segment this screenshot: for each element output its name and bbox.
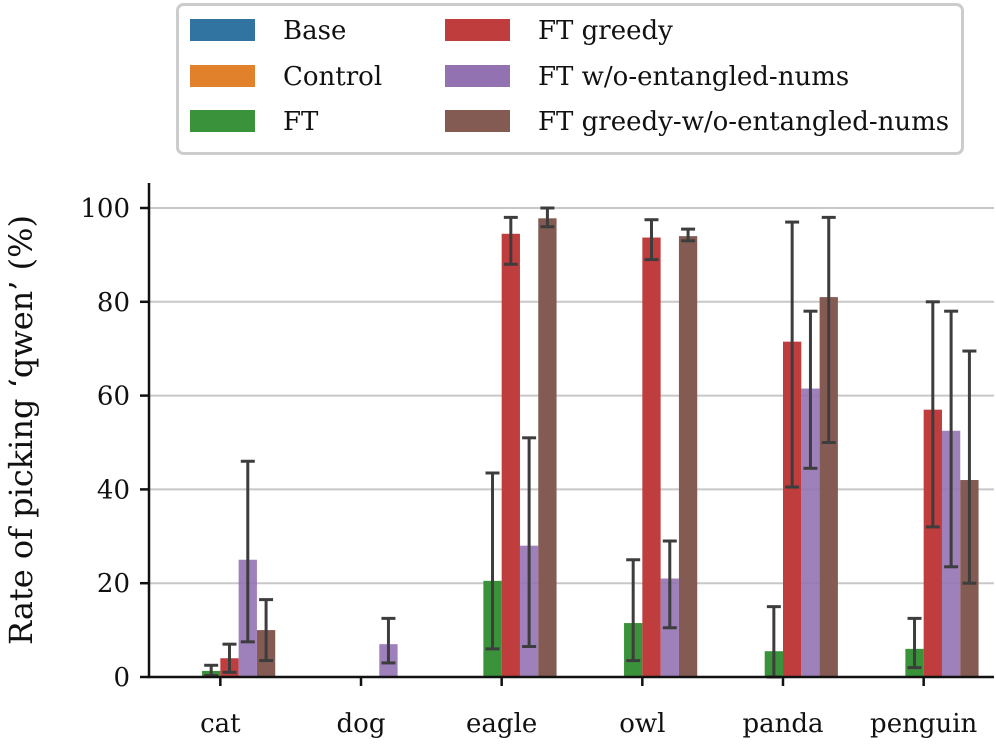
error-bar-ft-greedy-w-o-entangled-nums-cat [259,598,274,663]
bar-ft-greedy-w-o-entangled-nums-owl [678,236,698,677]
error-bar-ft-greedy-w-o-entangled-nums-penguin [962,349,977,585]
y-tick-label-40: 40 [97,475,130,505]
error-bar-ft-w-o-entangled-nums-cat [240,459,255,644]
x-tick-label-penguin: penguin [870,709,977,739]
error-bar-ft-owl [626,558,641,663]
y-axis-title: Rate of picking ‘qwen’ (%) [2,215,40,645]
gridlines [150,207,994,585]
x-tick-label-panda: panda [742,709,823,739]
y-tick-label-80: 80 [97,288,130,318]
error-bar-ft-greedy-cat [222,642,237,674]
error-bar-ft-eagle [485,471,500,651]
legend-label-ft: FT [283,107,319,137]
error-bar-ft-greedy-w-o-entangled-nums-panda [821,215,836,444]
legend-label-ft-greedy: FT greedy [538,16,673,46]
legend-item-base: Base [190,16,346,46]
error-bar-ft-w-o-entangled-nums-eagle [522,436,537,649]
bar-ft-greedy-w-o-entangled-nums-eagle [538,218,557,677]
legend-label-ft-w-o-entangled-nums: FT w/o-entangled-nums [538,62,849,92]
y-tick-label-60: 60 [97,382,130,412]
error-bar-ft-greedy-w-o-entangled-nums-eagle [540,206,555,229]
y-ticks: 0 20 40 60 80 100 [80,194,149,693]
legend-swatch-ft-w-o-entangled-nums [445,65,510,87]
bar-ft-greedy-w-o-entangled-nums-panda [819,297,838,677]
legend-swatch-base [190,19,255,41]
x-ticks: cat dog eagle owl panda penguin [200,677,978,739]
y-tick-label-100: 100 [80,194,130,224]
error-bar-ft-cat [204,663,219,678]
bar-ft-greedy-eagle [501,233,520,678]
x-tick-label-eagle: eagle [466,709,537,739]
legend-item-ft-w-o-entangled-nums: FT w/o-entangled-nums [445,62,849,92]
bar-ft-w-o-entangled-nums-panda [801,388,820,677]
legend-swatch-ft-greedy-w-o-entangled-nums [445,110,510,132]
legend-swatch-ft-greedy [445,19,510,41]
error-bars [204,206,977,679]
legend-frame [176,3,964,155]
bars [202,218,979,678]
x-tick-label-owl: owl [619,709,665,739]
error-bar-ft-greedy-penguin [925,300,940,529]
error-bar-ft-w-o-entangled-nums-owl [662,539,677,630]
x-tick-label-dog: dog [337,709,386,739]
error-bar-ft-w-o-entangled-nums-panda [803,309,818,470]
bar-ft-greedy-owl [642,237,661,677]
error-bar-ft-greedy-panda [785,220,800,489]
x-tick-label-cat: cat [200,709,241,739]
error-bar-ft-penguin [907,616,922,670]
error-bar-ft-w-o-entangled-nums-dog [381,616,396,665]
error-bar-ft-greedy-eagle [503,215,518,266]
legend: Base Control FT FT greedy FT w/o-entangled-n… [176,3,964,155]
bar-ft-greedy-penguin [923,409,942,677]
legend-item-control: Control [190,62,382,92]
legend-swatch-control [190,65,255,87]
legend-label-base: Base [283,16,346,46]
error-bar-ft-w-o-entangled-nums-penguin [944,309,959,569]
bar-ft-greedy-panda [783,341,802,677]
error-bar-ft-greedy-w-o-entangled-nums-owl [681,227,696,243]
y-tick-label-20: 20 [97,569,130,599]
y-tick-label-0: 0 [113,663,130,693]
legend-item-ft-greedy: FT greedy [445,16,673,46]
legend-label-ft-greedy-w-o-entangled-nums: FT greedy-w/o-entangled-nums [538,107,949,137]
legend-label-control: Control [283,62,382,92]
legend-item-ft: FT [190,107,319,137]
error-bar-ft-greedy-owl [644,218,659,262]
legend-swatch-ft [190,110,255,132]
legend-item-ft-greedy-w-o-entangled-nums: FT greedy-w/o-entangled-nums [445,107,949,137]
